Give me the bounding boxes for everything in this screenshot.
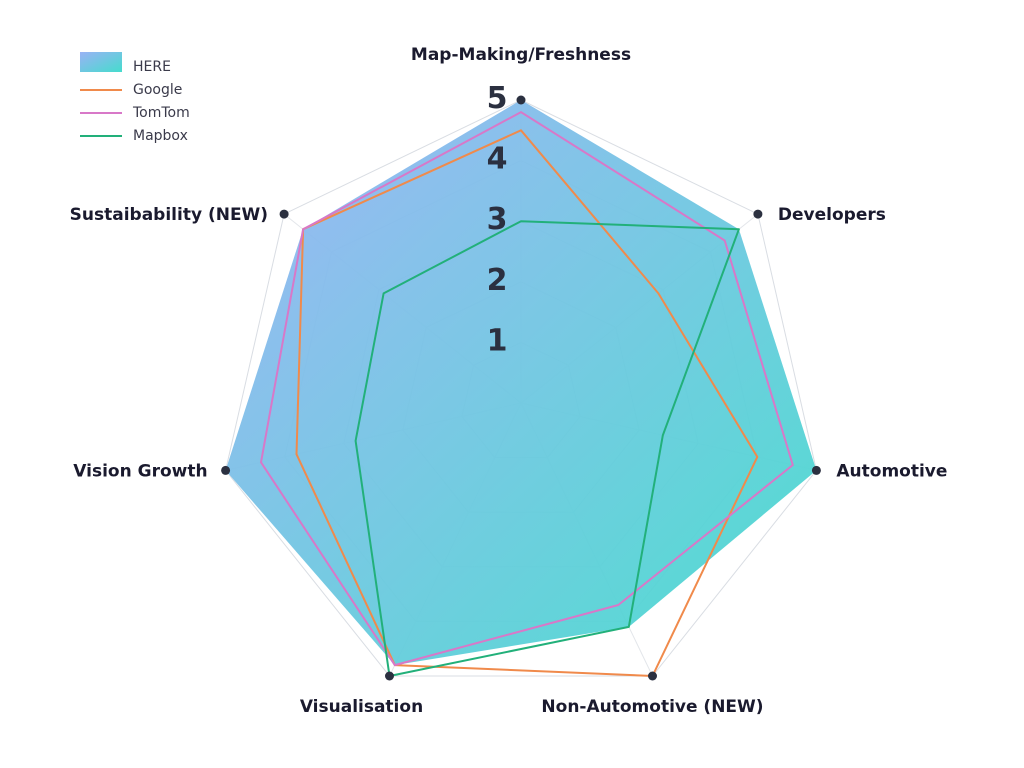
tick-label: 3 — [487, 202, 508, 237]
series-line-google — [295, 129, 759, 677]
tick-label: 4 — [487, 142, 508, 177]
axis-endpoint-sustaibability-new — [279, 209, 289, 219]
axis-label-non-automotive-new: Non-Automotive (NEW) — [541, 697, 763, 717]
series-line-mapbox — [354, 220, 740, 677]
tick-label: 1 — [487, 323, 508, 358]
axis-label-sustaibability-new: Sustaibability (NEW) — [70, 205, 268, 225]
series-line-tomtom — [260, 111, 794, 667]
axis-endpoint-developers — [753, 209, 763, 219]
axis-label-visualisation: Visualisation — [300, 697, 423, 717]
radar-tick-labels: 1 2 3 4 5 — [487, 81, 508, 358]
chart-legend: HERE Google TomTom Mapbox — [80, 52, 190, 144]
legend-label-here: HERE — [133, 59, 171, 75]
legend-label-tomtom: TomTom — [132, 105, 190, 121]
axis-label-vision-growth: Vision Growth — [73, 461, 207, 481]
axis-endpoint-non-automotive-new — [648, 671, 657, 681]
legend-label-google: Google — [133, 82, 182, 98]
series-area-here — [225, 100, 817, 666]
legend-swatch-here — [80, 52, 122, 72]
radar-series — [221, 95, 821, 681]
axis-endpoint-map-making-freshness — [516, 95, 526, 105]
tick-label: 5 — [487, 81, 508, 116]
axis-label-developers: Developers — [778, 205, 886, 225]
axis-label-map-making-freshness: Map-Making/Freshness — [411, 45, 631, 65]
radar-axis-labels: Map-Making/Freshness Developers Automotive… — [70, 45, 948, 717]
axis-endpoint-vision-growth — [221, 465, 231, 475]
axis-endpoint-visualisation — [385, 671, 394, 681]
axis-label-automotive: Automotive — [836, 461, 947, 481]
tick-label: 2 — [487, 263, 508, 298]
legend-label-mapbox: Mapbox — [133, 128, 188, 144]
axis-endpoint-automotive — [811, 465, 821, 475]
grid-ring-5 — [225, 99, 817, 677]
